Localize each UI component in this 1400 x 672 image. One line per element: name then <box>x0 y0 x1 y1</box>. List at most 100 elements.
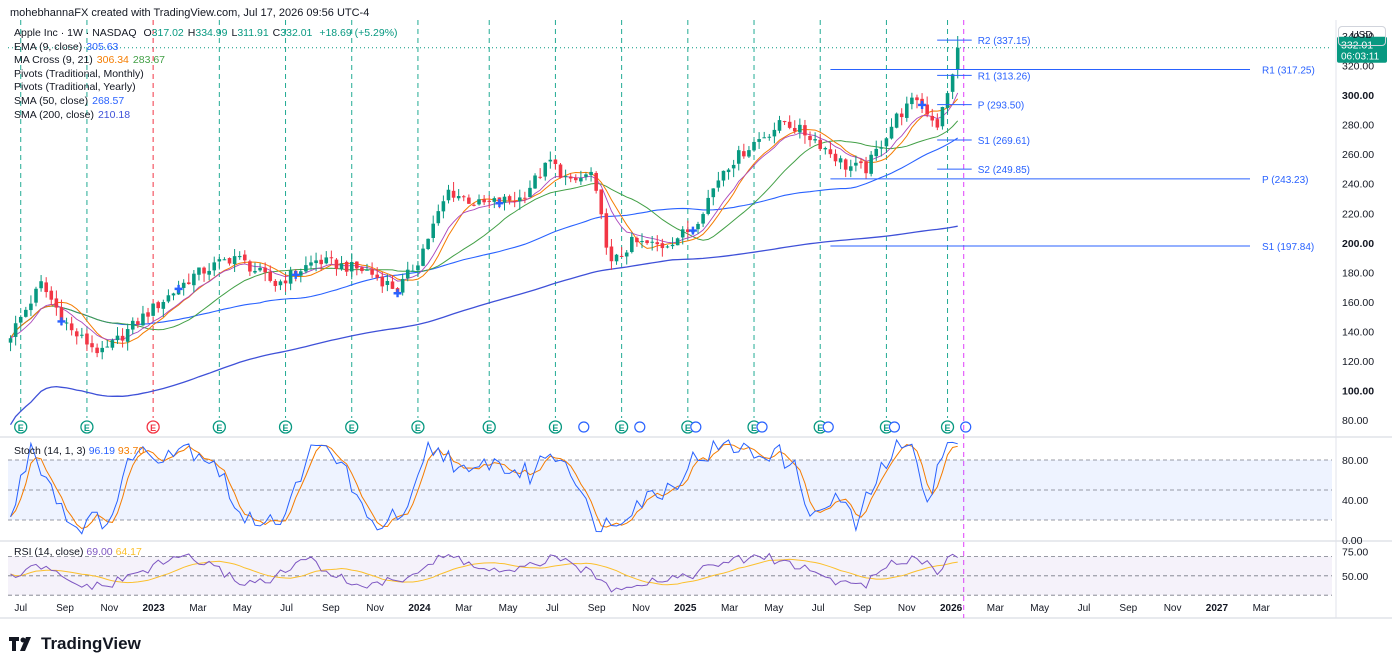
candle-body <box>431 223 435 238</box>
x-tick-label: 2023 <box>143 603 166 614</box>
candle <box>680 226 685 245</box>
candle <box>558 162 563 179</box>
candle-body <box>85 333 89 345</box>
candle <box>411 264 415 272</box>
earnings-badge <box>212 420 226 434</box>
candle-body <box>777 120 782 131</box>
candle <box>686 220 690 238</box>
candle-body <box>594 172 598 191</box>
candle <box>24 306 28 318</box>
legend-row[interactable]: SMA (200, close) 210.18 <box>14 109 398 123</box>
candle-body <box>543 162 548 177</box>
legend-row[interactable]: Pivots (Traditional, Monthly) <box>14 68 398 82</box>
dividend-marker-icon <box>634 421 646 433</box>
candle-body <box>90 343 94 348</box>
candle <box>635 236 639 247</box>
candle <box>950 73 955 100</box>
candle-body <box>686 229 690 233</box>
ma-cross-marker <box>393 289 402 298</box>
candle <box>757 132 761 149</box>
candle <box>446 184 451 204</box>
candle <box>283 274 288 292</box>
candle-body <box>854 162 858 166</box>
candle <box>90 335 94 353</box>
candle-body <box>349 262 354 272</box>
candle-body <box>355 261 359 269</box>
candle <box>568 173 573 183</box>
candle <box>202 266 206 282</box>
candle-body <box>609 246 614 262</box>
legend-row[interactable]: MA Cross (9, 21) 306.34 283.67 <box>14 54 398 68</box>
stoch-k-value: 96.19 <box>89 445 118 457</box>
candle-body <box>446 189 451 201</box>
candle-body <box>762 137 766 139</box>
candle <box>232 249 237 273</box>
stoch-k-line <box>10 438 958 535</box>
earnings-badge <box>548 420 563 434</box>
candle <box>848 159 853 178</box>
candle-body <box>202 267 206 274</box>
candle-body <box>818 139 823 149</box>
candle-body <box>935 119 940 128</box>
candle-body <box>115 335 120 341</box>
y-tick-label: 320.00 <box>1342 60 1374 72</box>
candle-body <box>24 309 28 317</box>
candle <box>818 133 823 151</box>
candle <box>421 244 425 267</box>
candle <box>782 120 787 126</box>
candle <box>192 269 196 293</box>
candle <box>222 257 227 261</box>
legend-row[interactable]: Pivots (Traditional, Yearly) <box>14 81 398 95</box>
earnings-badge-letter: E <box>18 423 24 433</box>
candle-body <box>945 93 950 109</box>
candle-body <box>100 347 104 353</box>
candle-body <box>64 322 69 324</box>
candle-body <box>487 200 492 202</box>
candle <box>655 235 660 252</box>
candle <box>467 194 471 204</box>
symbol-legend-row[interactable]: Apple Inc · 1W · NASDAQ O317.02 H334.99 L3… <box>14 27 398 41</box>
candle <box>100 341 104 360</box>
earnings-marker-icon: E <box>411 420 425 434</box>
candle <box>604 208 609 255</box>
candle-body <box>589 171 593 176</box>
candle <box>864 156 868 179</box>
candle-body <box>237 255 242 258</box>
legend-label: MA Cross (9, 21) <box>14 54 93 67</box>
candle <box>706 189 710 216</box>
candle-body <box>833 153 838 162</box>
candle <box>349 253 354 280</box>
candle <box>589 167 593 182</box>
candle-body <box>146 312 150 317</box>
earnings-marker-icon: E <box>548 420 563 434</box>
candle <box>416 261 420 277</box>
tradingview-logo[interactable]: TradingView <box>9 634 141 654</box>
candle-body <box>624 252 629 257</box>
candle <box>726 168 731 180</box>
ma-cross-icon <box>57 317 66 326</box>
candle <box>502 194 507 211</box>
candle <box>370 262 374 279</box>
candle <box>263 262 267 282</box>
candle <box>762 131 766 139</box>
candle <box>716 171 721 192</box>
candle-body <box>319 259 323 265</box>
candle <box>517 189 522 210</box>
candle-body <box>604 213 609 248</box>
candle-body <box>507 196 512 201</box>
earnings-badge <box>345 420 359 434</box>
legend-row[interactable]: EMA (9, close) 305.63 <box>14 41 398 55</box>
candle-body <box>640 241 644 243</box>
x-tick-label: Nov <box>1164 603 1182 614</box>
candle-body <box>467 197 471 204</box>
legend-row[interactable]: SMA (50, close) 268.57 <box>14 95 398 109</box>
x-tick-label: Jul <box>280 603 293 614</box>
candle <box>660 238 665 257</box>
currency-button[interactable]: USD <box>1338 26 1386 46</box>
earnings-marker-icon: E <box>614 420 629 434</box>
candle-body <box>69 323 74 331</box>
x-tick-label: Jul <box>812 603 825 614</box>
candle <box>584 172 588 181</box>
